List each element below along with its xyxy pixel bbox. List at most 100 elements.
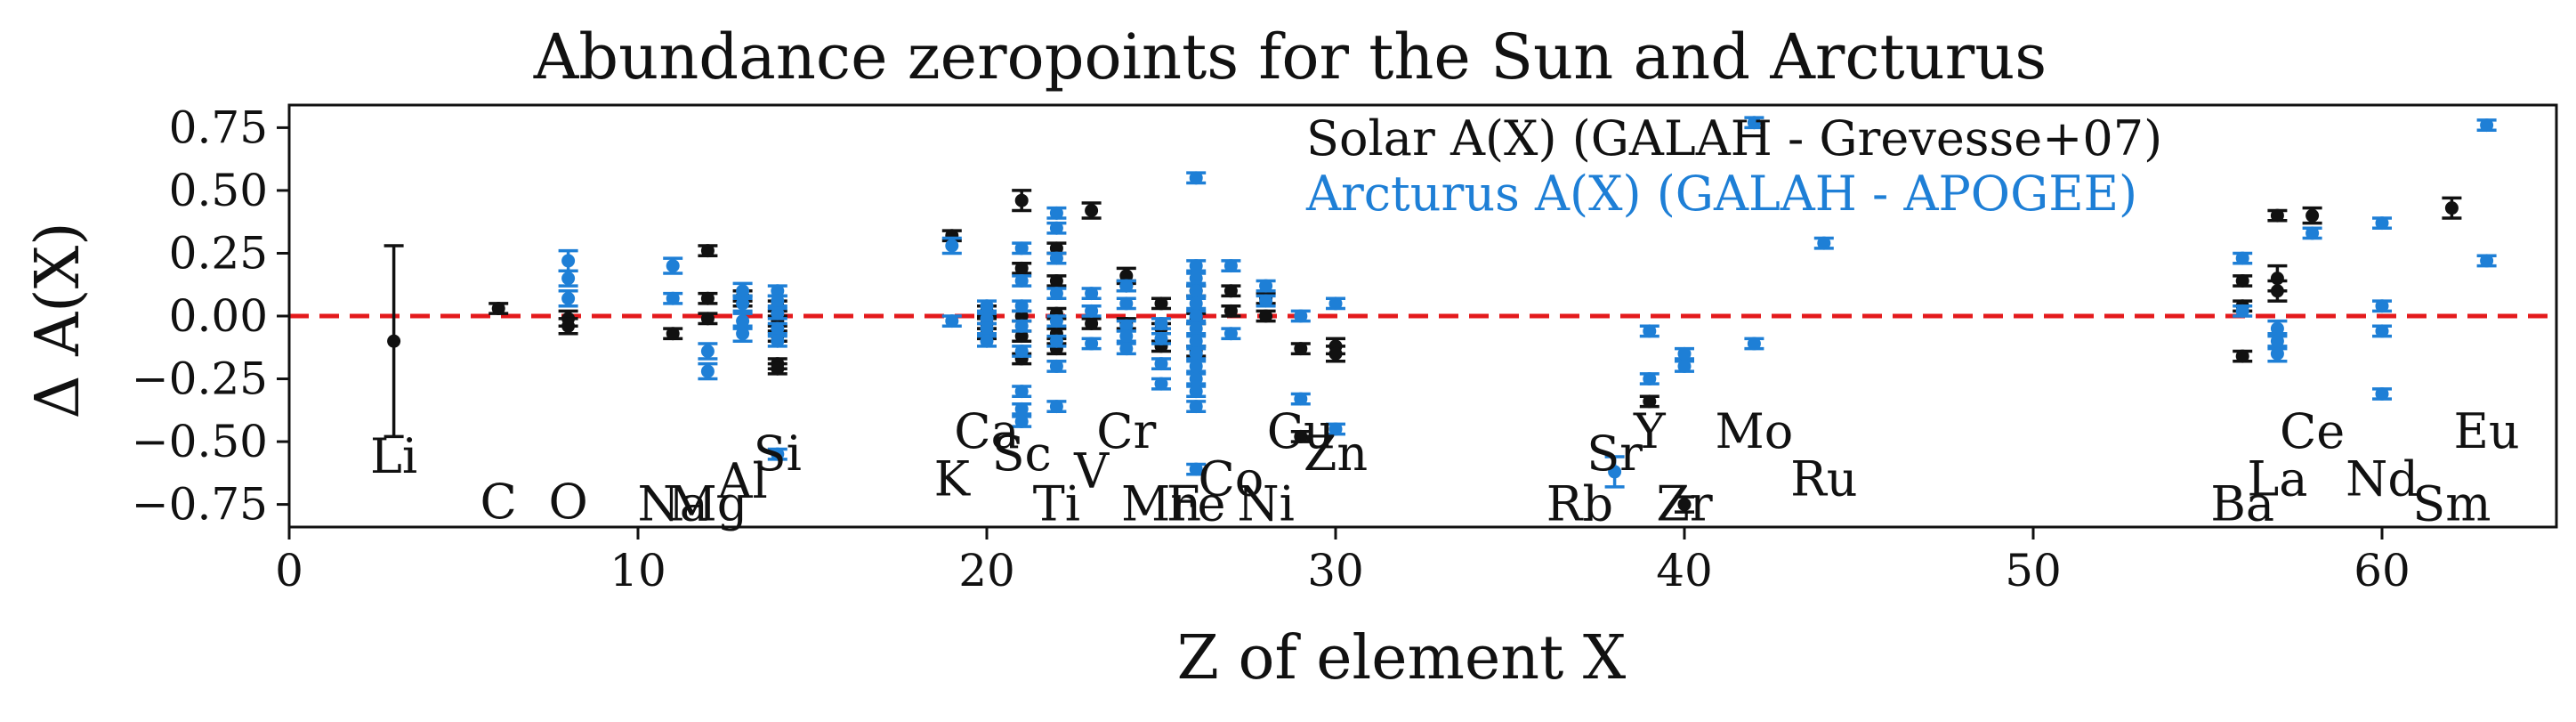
data-point	[1747, 337, 1761, 351]
data-point	[1154, 357, 1168, 371]
element-label: Ru	[1790, 450, 1857, 507]
data-point	[1154, 316, 1168, 330]
data-point	[1049, 334, 1063, 348]
data-point	[666, 327, 680, 341]
data-point	[1049, 314, 1063, 329]
y-axis-label: Δ A(X)	[23, 222, 93, 418]
data-point	[1014, 319, 1029, 333]
data-point	[1189, 400, 1203, 414]
data-point	[736, 327, 750, 341]
data-point	[1189, 259, 1203, 273]
data-point	[1223, 284, 1238, 298]
element-label: Sr	[1587, 426, 1643, 482]
data-point	[1014, 274, 1029, 288]
data-point	[1189, 309, 1203, 323]
y-tick-label: −0.75	[132, 479, 268, 531]
element-label: Zr	[1656, 476, 1713, 532]
plot-area: 0 10 20 30 40 50 60 −0.75 −0.50 −0.25 0.00 0.25 0.50…	[132, 101, 2556, 596]
element-label: Ca	[954, 403, 1020, 459]
data-point	[2375, 299, 2389, 313]
y-tick-label: 0.25	[169, 227, 268, 279]
data-point	[1014, 193, 1029, 207]
data-point	[1049, 400, 1063, 414]
data-point	[561, 272, 576, 286]
element-label: Nd	[2346, 450, 2419, 507]
element-label: Li	[370, 428, 417, 484]
data-point	[980, 299, 994, 313]
element-label: Ni	[1237, 476, 1295, 532]
data-point	[1747, 116, 1761, 130]
data-point	[1014, 261, 1029, 275]
data-point	[1014, 309, 1029, 323]
data-point	[771, 334, 785, 348]
legend-entry-arcturus: Arcturus A(X) (GALAH - APOGEE)	[1305, 166, 2137, 222]
data-point	[980, 334, 994, 348]
data-point	[700, 312, 715, 326]
x-tick-label: 0	[275, 545, 303, 596]
data-point	[1119, 329, 1134, 344]
element-label: Si	[754, 426, 802, 482]
data-point	[2375, 216, 2389, 231]
data-point	[736, 284, 750, 298]
data-point	[2235, 274, 2249, 288]
x-tick-label: 60	[2354, 545, 2410, 596]
data-point	[1189, 346, 1203, 361]
data-point	[1085, 316, 1099, 330]
data-point	[1259, 309, 1273, 323]
element-label: Mg	[667, 476, 747, 532]
element-label: Mo	[1715, 403, 1793, 459]
data-point	[1223, 327, 1238, 341]
element-label: Cu	[1267, 403, 1335, 459]
y-tick-label: 0.75	[169, 101, 268, 153]
data-point	[1294, 342, 1308, 356]
data-point	[1049, 359, 1063, 373]
data-point	[1189, 359, 1203, 373]
data-point	[700, 291, 715, 305]
data-point	[1085, 337, 1099, 351]
element-label: Ba	[2210, 476, 2274, 532]
data-point	[1049, 251, 1063, 265]
data-point	[2480, 254, 2494, 268]
data-point	[980, 321, 994, 336]
data-point	[1154, 331, 1168, 345]
data-point	[1014, 402, 1029, 416]
element-label: La	[2247, 450, 2307, 507]
data-point	[666, 291, 680, 305]
data-point	[1049, 287, 1063, 301]
x-tick-label: 30	[1307, 545, 1364, 596]
element-label: Zn	[1304, 426, 1368, 482]
data-point	[1328, 422, 1343, 436]
data-point	[2375, 386, 2389, 401]
data-point	[1328, 296, 1343, 311]
legend-entry-solar: Solar A(X) (GALAH - Grevesse+07)	[1306, 110, 2162, 166]
element-label: Al	[716, 453, 767, 509]
data-point	[2480, 118, 2494, 133]
x-tick-label: 10	[610, 545, 666, 596]
data-point	[1119, 342, 1134, 356]
data-point	[387, 334, 401, 348]
data-point	[771, 361, 785, 376]
x-axis-label: Z of element X	[1177, 623, 1627, 694]
element-label: Ti	[1033, 476, 1080, 532]
element-label: Co	[1198, 450, 1264, 507]
data-point	[945, 239, 959, 253]
data-point	[771, 321, 785, 336]
data-point	[1643, 372, 1657, 386]
series-arcturus	[558, 116, 2497, 489]
data-point	[2235, 304, 2249, 318]
element-label: K	[934, 450, 972, 507]
y-tick-label: −0.25	[132, 353, 268, 405]
data-point	[1294, 392, 1308, 406]
element-label: Ce	[2280, 403, 2345, 459]
data-point	[700, 364, 715, 378]
data-point	[2375, 324, 2389, 338]
data-point	[1085, 204, 1099, 217]
x-tick-label: 50	[2005, 545, 2062, 596]
data-point	[1677, 359, 1692, 373]
data-point	[1014, 241, 1029, 256]
data-point	[1189, 296, 1203, 311]
x-tick-label: 40	[1656, 545, 1713, 596]
series-solar	[384, 189, 2462, 514]
data-point	[1817, 236, 1831, 250]
